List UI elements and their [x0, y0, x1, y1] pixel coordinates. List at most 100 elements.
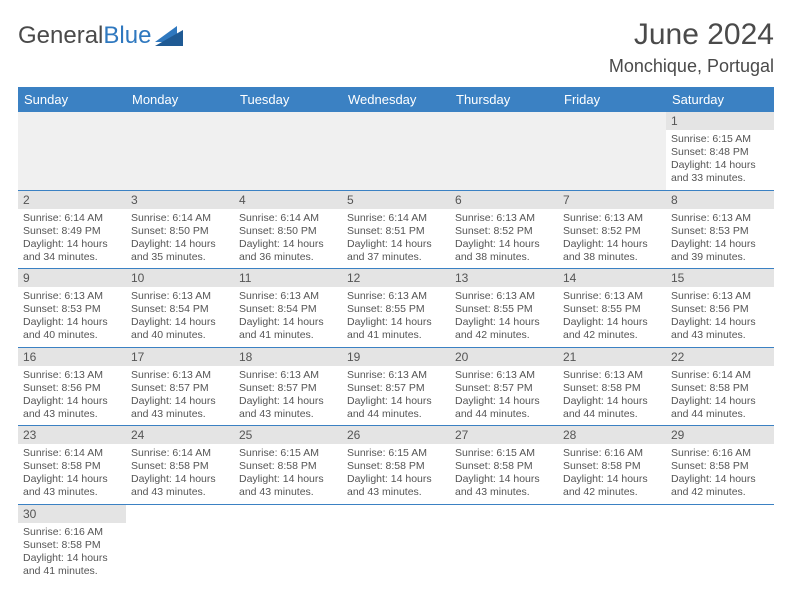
daylight-text: Daylight: 14 hours [455, 316, 553, 329]
day-number: 15 [666, 269, 774, 287]
day-details: Sunrise: 6:16 AMSunset: 8:58 PMDaylight:… [558, 444, 666, 504]
daylight-text-2: and 41 minutes. [23, 565, 121, 578]
daylight-text-2: and 38 minutes. [563, 251, 661, 264]
calendar-day: 16Sunrise: 6:13 AMSunset: 8:56 PMDayligh… [18, 347, 126, 426]
calendar-day: 14Sunrise: 6:13 AMSunset: 8:55 PMDayligh… [558, 269, 666, 348]
calendar-day: 18Sunrise: 6:13 AMSunset: 8:57 PMDayligh… [234, 347, 342, 426]
day-details: Sunrise: 6:15 AMSunset: 8:58 PMDaylight:… [234, 444, 342, 504]
calendar-day: 27Sunrise: 6:15 AMSunset: 8:58 PMDayligh… [450, 426, 558, 505]
sunset-text: Sunset: 8:58 PM [671, 460, 769, 473]
calendar-day: 29Sunrise: 6:16 AMSunset: 8:58 PMDayligh… [666, 426, 774, 505]
sunset-text: Sunset: 8:48 PM [671, 146, 769, 159]
day-number: 8 [666, 191, 774, 209]
weekday-header: Friday [558, 87, 666, 112]
weekday-header: Tuesday [234, 87, 342, 112]
day-number: 23 [18, 426, 126, 444]
calendar-day: 13Sunrise: 6:13 AMSunset: 8:55 PMDayligh… [450, 269, 558, 348]
day-number: 26 [342, 426, 450, 444]
sunset-text: Sunset: 8:57 PM [131, 382, 229, 395]
daylight-text-2: and 43 minutes. [23, 408, 121, 421]
daylight-text-2: and 43 minutes. [131, 408, 229, 421]
calendar-empty [558, 112, 666, 190]
sunrise-text: Sunrise: 6:13 AM [131, 369, 229, 382]
day-number: 22 [666, 348, 774, 366]
calendar-empty [18, 112, 126, 190]
daylight-text: Daylight: 14 hours [23, 238, 121, 251]
day-number: 3 [126, 191, 234, 209]
sunset-text: Sunset: 8:50 PM [131, 225, 229, 238]
day-details: Sunrise: 6:14 AMSunset: 8:58 PMDaylight:… [126, 444, 234, 504]
calendar-week: 1 Sunrise: 6:15 AMSunset: 8:48 PMDaylight… [18, 112, 774, 190]
calendar-week: 9 Sunrise: 6:13 AM Sunset: 8:53 PM Daylight… [18, 269, 774, 348]
day-number: 13 [450, 269, 558, 287]
day-details: Sunrise: 6:13 AMSunset: 8:54 PMDaylight:… [126, 287, 234, 347]
day-details: Sunrise: 6:14 AMSunset: 8:51 PMDaylight:… [342, 209, 450, 269]
sunset-text: Sunset: 8:56 PM [671, 303, 769, 316]
sunrise-text: Sunrise: 6:13 AM [347, 369, 445, 382]
daylight-text-2: and 44 minutes. [563, 408, 661, 421]
sunset-text: Sunset: 8:51 PM [347, 225, 445, 238]
day-number: 5 [342, 191, 450, 209]
day-details: Sunrise: 6:14 AMSunset: 8:50 PMDaylight:… [234, 209, 342, 269]
day-details: Sunrise: 6:14 AMSunset: 8:50 PMDaylight:… [126, 209, 234, 269]
day-number: 1 [666, 112, 774, 130]
calendar-day: 22Sunrise: 6:14 AMSunset: 8:58 PMDayligh… [666, 347, 774, 426]
day-details: Sunrise: 6:13 AMSunset: 8:54 PMDaylight:… [234, 287, 342, 347]
calendar-empty [342, 112, 450, 190]
sunrise-text: Sunrise: 6:16 AM [671, 447, 769, 460]
day-details: Sunrise: 6:16 AMSunset: 8:58 PMDaylight:… [18, 523, 126, 583]
calendar-week: 23Sunrise: 6:14 AMSunset: 8:58 PMDayligh… [18, 426, 774, 505]
daylight-text-2: and 37 minutes. [347, 251, 445, 264]
daylight-text: Daylight: 14 hours [455, 238, 553, 251]
sunrise-text: Sunrise: 6:13 AM [239, 290, 337, 303]
calendar-day: 5Sunrise: 6:14 AMSunset: 8:51 PMDaylight… [342, 190, 450, 269]
day-number: 16 [18, 348, 126, 366]
calendar-week: 2Sunrise: 6:14 AMSunset: 8:49 PMDaylight… [18, 190, 774, 269]
day-details: Sunrise: 6:13 AMSunset: 8:57 PMDaylight:… [234, 366, 342, 426]
daylight-text-2: and 44 minutes. [671, 408, 769, 421]
daylight-text-2: and 34 minutes. [23, 251, 121, 264]
day-details: Sunrise: 6:13 AMSunset: 8:53 PMDaylight:… [666, 209, 774, 269]
day-number: 14 [558, 269, 666, 287]
brand-part1: General [18, 22, 103, 50]
sunrise-text: Sunrise: 6:13 AM [455, 369, 553, 382]
daylight-text: Daylight: 14 hours [239, 395, 337, 408]
daylight-text: Daylight: 14 hours [131, 473, 229, 486]
sunset-text: Sunset: 8:57 PM [239, 382, 337, 395]
sunset-text: Sunset: 8:58 PM [563, 382, 661, 395]
daylight-text: Daylight: 14 hours [23, 473, 121, 486]
daylight-text-2: and 38 minutes. [455, 251, 553, 264]
day-number: 11 [234, 269, 342, 287]
daylight-text: Daylight: 14 hours [347, 473, 445, 486]
day-number: 25 [234, 426, 342, 444]
sunrise-text: Sunrise: 6:13 AM [23, 369, 121, 382]
calendar-table: SundayMondayTuesdayWednesdayThursdayFrid… [18, 87, 774, 582]
day-number: 9 [18, 269, 126, 287]
daylight-text-2: and 42 minutes. [455, 329, 553, 342]
calendar-empty [126, 112, 234, 190]
daylight-text-2: and 43 minutes. [23, 486, 121, 499]
sunset-text: Sunset: 8:54 PM [131, 303, 229, 316]
daylight-text: Daylight: 14 hours [455, 395, 553, 408]
daylight-text: Daylight: 14 hours [671, 159, 769, 172]
day-details: Sunrise: 6:13 AMSunset: 8:55 PMDaylight:… [558, 287, 666, 347]
sunset-text: Sunset: 8:58 PM [23, 539, 121, 552]
weekday-header: Thursday [450, 87, 558, 112]
sunrise-text: Sunrise: 6:13 AM [131, 290, 229, 303]
sunrise-text: Sunrise: 6:15 AM [671, 133, 769, 146]
daylight-text: Daylight: 14 hours [131, 316, 229, 329]
sunrise-text: Sunrise: 6:15 AM [455, 447, 553, 460]
title-block: June 2024 Monchique, Portugal [609, 18, 774, 77]
calendar-day: 30Sunrise: 6:16 AMSunset: 8:58 PMDayligh… [18, 504, 126, 582]
day-details: Sunrise: 6:13 AMSunset: 8:56 PMDaylight:… [666, 287, 774, 347]
sunrise-text: Sunrise: 6:13 AM [563, 290, 661, 303]
daylight-text: Daylight: 14 hours [347, 395, 445, 408]
sunrise-text: Sunrise: 6:15 AM [239, 447, 337, 460]
sunset-text: Sunset: 8:53 PM [23, 303, 121, 316]
sunrise-text: Sunrise: 6:16 AM [23, 526, 121, 539]
daylight-text-2: and 43 minutes. [671, 329, 769, 342]
calendar-day: 2Sunrise: 6:14 AMSunset: 8:49 PMDaylight… [18, 190, 126, 269]
day-number: 29 [666, 426, 774, 444]
daylight-text-2: and 43 minutes. [455, 486, 553, 499]
day-details: Sunrise: 6:13 AMSunset: 8:57 PMDaylight:… [126, 366, 234, 426]
